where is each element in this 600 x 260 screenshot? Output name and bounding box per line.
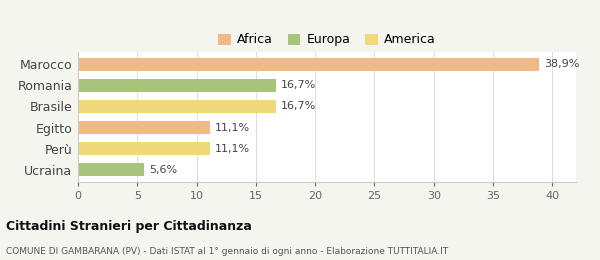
Text: 16,7%: 16,7% — [281, 101, 316, 112]
Text: 16,7%: 16,7% — [281, 80, 316, 90]
Text: COMUNE DI GAMBARANA (PV) - Dati ISTAT al 1° gennaio di ogni anno - Elaborazione : COMUNE DI GAMBARANA (PV) - Dati ISTAT al… — [6, 246, 448, 256]
Text: 38,9%: 38,9% — [544, 59, 580, 69]
Bar — [78, 79, 276, 92]
Text: Cittadini Stranieri per Cittadinanza: Cittadini Stranieri per Cittadinanza — [6, 220, 252, 233]
Legend: Africa, Europa, America: Africa, Europa, America — [214, 30, 440, 50]
Text: 5,6%: 5,6% — [149, 165, 177, 175]
Text: 11,1%: 11,1% — [214, 122, 250, 133]
Bar — [78, 121, 209, 134]
Bar — [78, 142, 209, 155]
Text: 11,1%: 11,1% — [214, 144, 250, 154]
Bar — [78, 164, 145, 176]
Bar — [78, 58, 539, 70]
Bar — [78, 100, 276, 113]
